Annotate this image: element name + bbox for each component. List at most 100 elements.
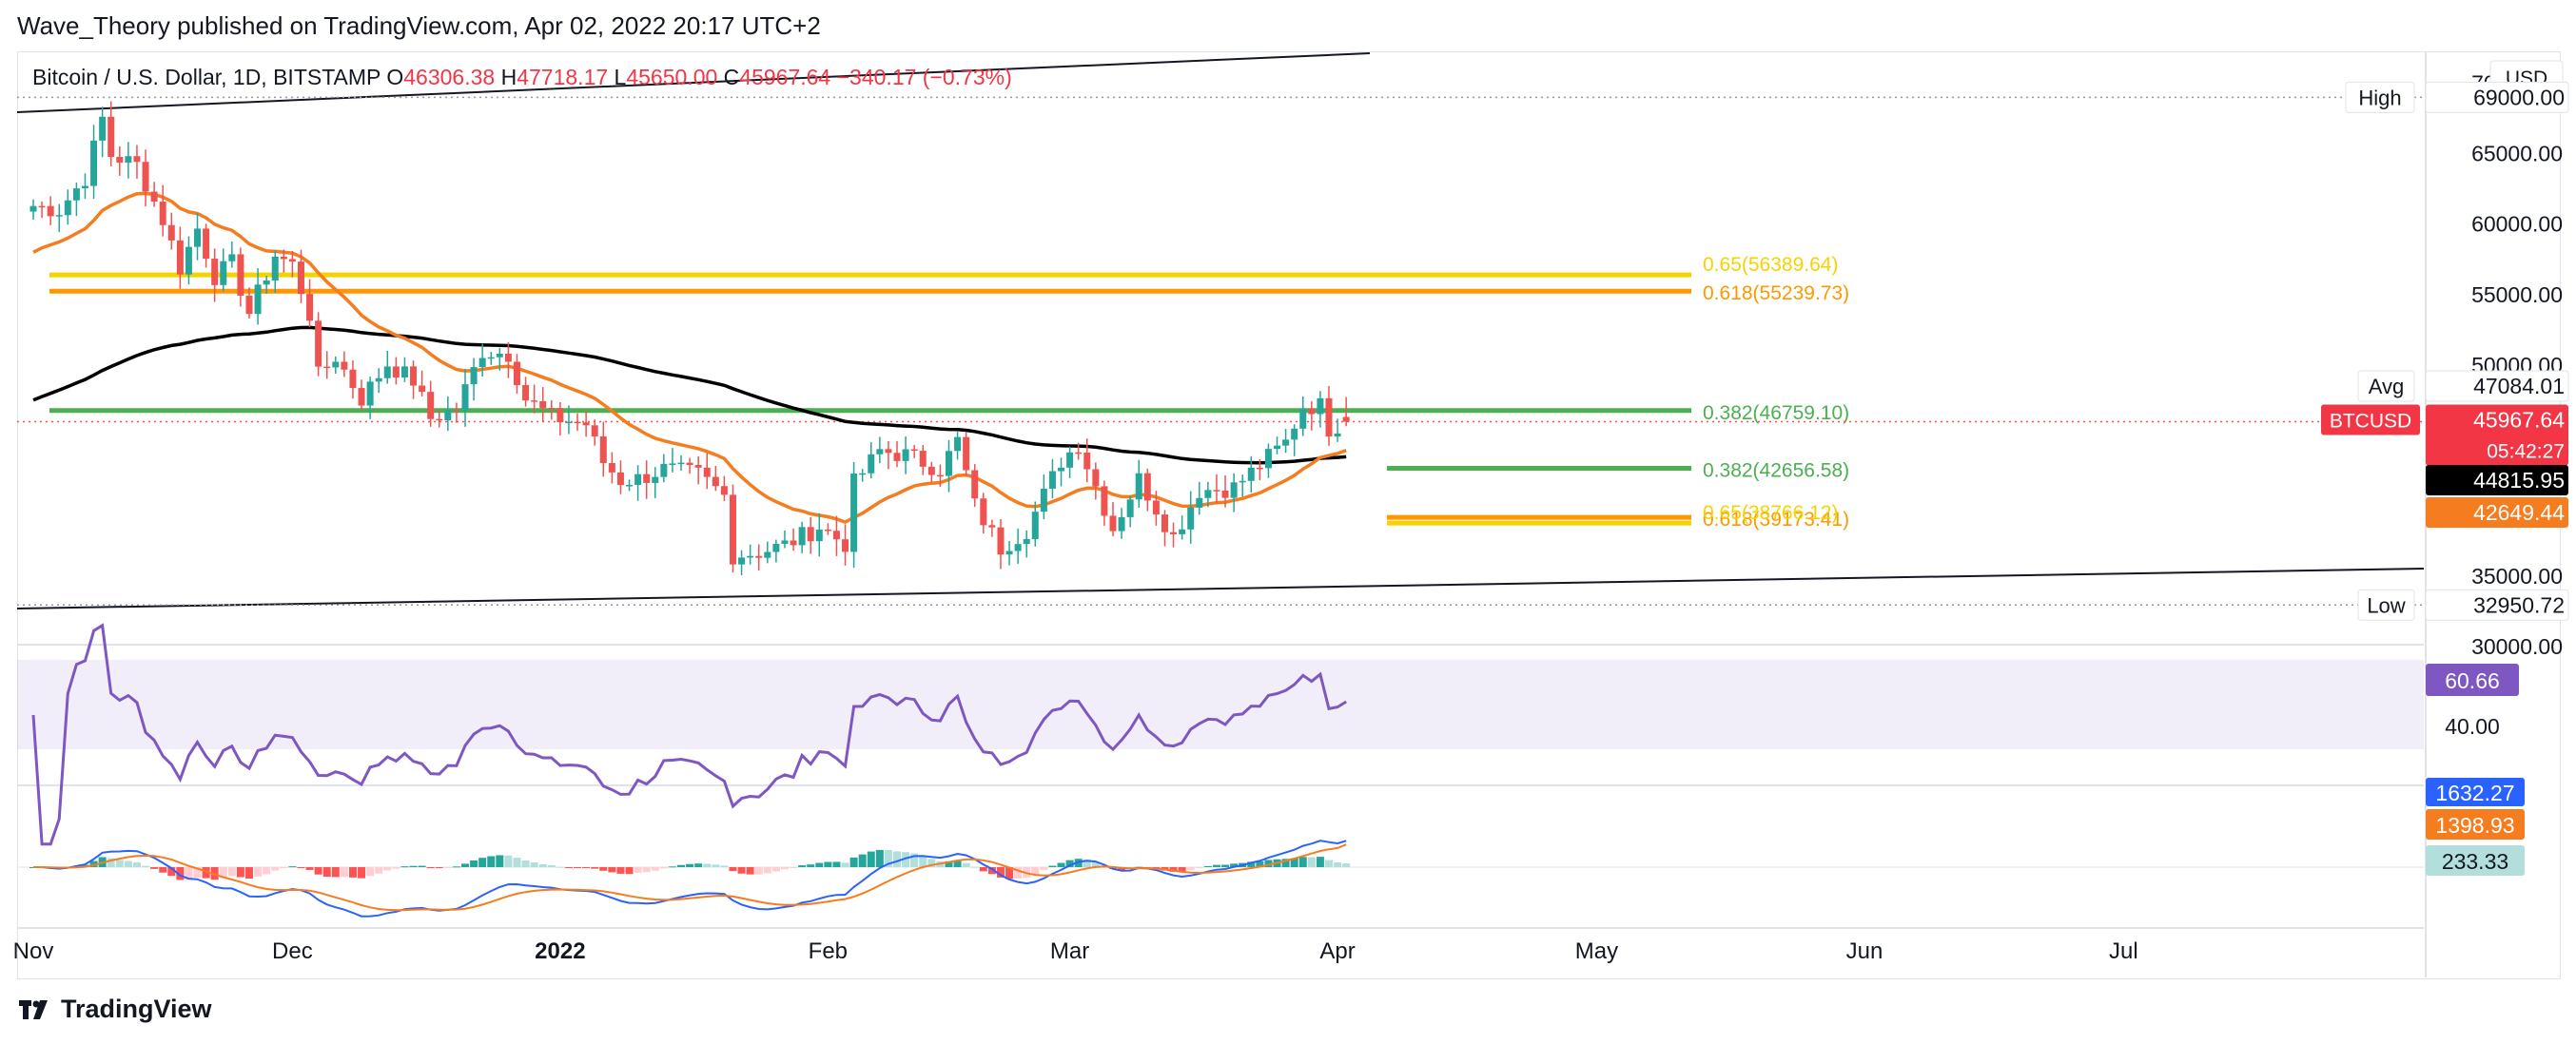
candle bbox=[263, 276, 270, 294]
grid-layer bbox=[17, 51, 2427, 977]
candle bbox=[1092, 462, 1100, 500]
candle-body bbox=[945, 451, 952, 476]
rsi-pane bbox=[17, 623, 2424, 846]
candle-body bbox=[954, 436, 962, 452]
macd-histogram-bar bbox=[729, 867, 737, 872]
price-tag-value: 42649.44 bbox=[2473, 500, 2565, 525]
candle bbox=[444, 396, 452, 432]
macd-histogram-bar bbox=[322, 867, 331, 878]
candle bbox=[1040, 474, 1047, 520]
candle-body bbox=[254, 284, 262, 315]
macd-histogram-bar bbox=[591, 867, 599, 869]
candle-body bbox=[90, 140, 98, 186]
macd-histogram-bar bbox=[219, 867, 227, 879]
candle-body bbox=[461, 384, 469, 411]
candle bbox=[927, 461, 935, 483]
macd-histogram-bar bbox=[1316, 857, 1324, 867]
trend-line-upper bbox=[16, 52, 1371, 113]
candle-body bbox=[1213, 490, 1220, 492]
macd-histogram-bar bbox=[375, 867, 383, 874]
candle-body bbox=[1274, 445, 1281, 450]
candle bbox=[228, 241, 236, 268]
close-label: C bbox=[723, 65, 740, 89]
candle bbox=[1005, 540, 1013, 566]
candle bbox=[876, 436, 884, 464]
candle bbox=[790, 528, 797, 551]
fib-level-label: 0.618(39173.41) bbox=[1703, 509, 1849, 531]
macd-histogram-bar bbox=[1281, 859, 1290, 867]
time-tick-label: Feb bbox=[809, 938, 848, 964]
candle bbox=[971, 464, 979, 508]
fib-level-label: 0.382(42656.58) bbox=[1703, 460, 1849, 482]
candle bbox=[64, 189, 71, 225]
macd-histogram-bar bbox=[1256, 860, 1264, 867]
macd-histogram-bar bbox=[132, 862, 141, 867]
candle-body bbox=[842, 539, 849, 552]
symbol-name[interactable]: Bitcoin / U.S. Dollar, 1D, BITSTAMP bbox=[32, 65, 381, 89]
candle bbox=[798, 521, 806, 553]
candle bbox=[599, 421, 607, 477]
trend-channel-layer bbox=[16, 52, 2426, 609]
macd-histogram-bar bbox=[331, 867, 340, 878]
rsi-line bbox=[31, 623, 1347, 846]
candle bbox=[1308, 401, 1316, 431]
macd-histogram-bar bbox=[366, 867, 375, 877]
candle bbox=[781, 530, 789, 549]
candle-body bbox=[729, 494, 736, 565]
candle-body bbox=[1179, 529, 1186, 534]
price-axis: 70000.0065000.0060000.0055000.0050000.00… bbox=[2321, 60, 2569, 876]
macd-histogram-bar bbox=[210, 867, 219, 880]
candle-body bbox=[1196, 497, 1203, 508]
candle-body bbox=[885, 449, 892, 454]
candle bbox=[271, 250, 279, 294]
candle bbox=[963, 432, 970, 476]
macd-histogram-bar bbox=[893, 851, 901, 867]
candle bbox=[660, 454, 668, 483]
footer-brand[interactable]: TradingView bbox=[19, 995, 212, 1024]
candle bbox=[988, 519, 996, 537]
macd-histogram-bar bbox=[461, 863, 469, 867]
macd-histogram-bar bbox=[1048, 865, 1057, 867]
candle bbox=[29, 199, 37, 221]
candle bbox=[383, 350, 391, 384]
candle bbox=[194, 213, 202, 261]
candle-body bbox=[167, 224, 175, 241]
candle-body bbox=[608, 463, 615, 473]
macd-histogram-bar bbox=[1057, 862, 1065, 867]
fib-level-label: 0.618(55239.73) bbox=[1703, 282, 1849, 304]
candle bbox=[1135, 459, 1142, 508]
candle-body bbox=[38, 205, 46, 208]
macd-histogram-bar bbox=[392, 867, 400, 869]
candle bbox=[297, 249, 304, 303]
price-tag-box bbox=[2426, 404, 2568, 466]
candle bbox=[703, 453, 711, 490]
macd-histogram-bar bbox=[970, 866, 979, 868]
macd-histogram-bar bbox=[236, 867, 244, 878]
candle-body bbox=[582, 422, 590, 426]
macd-histogram-bar bbox=[668, 866, 676, 868]
price-tag: 32950.72 Low bbox=[2357, 589, 2569, 621]
macd-histogram-bar bbox=[521, 860, 530, 867]
candle-body bbox=[47, 205, 54, 217]
ma-long-line bbox=[32, 325, 1347, 465]
candle-body bbox=[591, 425, 598, 436]
candle-body bbox=[159, 202, 166, 225]
macd-histogram-bar bbox=[1083, 859, 1091, 867]
candle-body bbox=[1109, 515, 1117, 532]
candle bbox=[772, 539, 780, 563]
candle-body bbox=[263, 280, 270, 285]
price-tag-box bbox=[2425, 81, 2569, 113]
candle-body bbox=[99, 116, 107, 141]
candle-body bbox=[988, 525, 996, 528]
macd-value-box bbox=[2426, 778, 2525, 806]
candle bbox=[919, 445, 927, 475]
price-tag: 44815.95 bbox=[2426, 465, 2568, 495]
time-tick-label: Mar bbox=[1050, 938, 1089, 964]
macd-histogram-bar bbox=[400, 866, 409, 868]
candle bbox=[1048, 458, 1056, 499]
candle bbox=[616, 460, 624, 494]
candle-body bbox=[574, 421, 581, 424]
macd-histogram-bar bbox=[712, 864, 720, 867]
macd-histogram-bar bbox=[746, 867, 754, 875]
